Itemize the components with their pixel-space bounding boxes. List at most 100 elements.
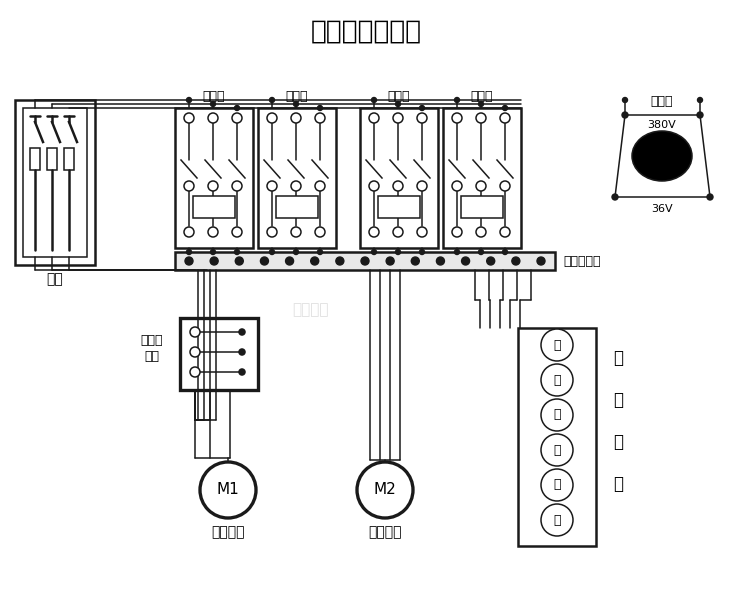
Circle shape bbox=[187, 250, 192, 255]
Text: 380V: 380V bbox=[648, 120, 676, 130]
Circle shape bbox=[541, 329, 573, 361]
Circle shape bbox=[417, 227, 427, 237]
Circle shape bbox=[208, 227, 218, 237]
Text: 下: 下 bbox=[553, 444, 561, 457]
Circle shape bbox=[395, 102, 400, 106]
Circle shape bbox=[184, 227, 194, 237]
Circle shape bbox=[436, 257, 444, 265]
Text: 接线端子排: 接线端子排 bbox=[563, 255, 600, 267]
Circle shape bbox=[417, 181, 427, 191]
Bar bbox=[461, 196, 503, 218]
Text: 接触器: 接触器 bbox=[285, 89, 308, 102]
Bar bbox=[518, 328, 596, 546]
Circle shape bbox=[487, 257, 495, 265]
Circle shape bbox=[386, 257, 394, 265]
Circle shape bbox=[541, 364, 573, 396]
Circle shape bbox=[502, 105, 507, 111]
Text: 手: 手 bbox=[613, 433, 623, 451]
Circle shape bbox=[476, 181, 486, 191]
Text: 左: 左 bbox=[553, 479, 561, 491]
Text: 36V: 36V bbox=[651, 204, 673, 214]
Bar bbox=[64, 148, 74, 170]
Circle shape bbox=[411, 257, 419, 265]
Circle shape bbox=[395, 250, 400, 255]
Text: 接触器: 接触器 bbox=[203, 89, 225, 102]
Text: 操: 操 bbox=[613, 349, 623, 367]
Circle shape bbox=[357, 462, 413, 518]
Text: 行走电机: 行走电机 bbox=[368, 525, 402, 539]
Circle shape bbox=[417, 113, 427, 123]
Circle shape bbox=[267, 181, 277, 191]
Text: 上: 上 bbox=[553, 408, 561, 422]
Circle shape bbox=[267, 113, 277, 123]
Circle shape bbox=[294, 102, 299, 106]
Bar bbox=[193, 196, 235, 218]
Bar bbox=[175, 252, 555, 270]
Text: 接触器: 接触器 bbox=[388, 89, 410, 102]
Text: 绿: 绿 bbox=[553, 338, 561, 351]
Circle shape bbox=[512, 257, 520, 265]
Ellipse shape bbox=[632, 131, 692, 181]
Circle shape bbox=[479, 250, 484, 255]
Text: 右: 右 bbox=[553, 513, 561, 526]
Circle shape bbox=[267, 227, 277, 237]
Circle shape bbox=[232, 181, 242, 191]
Text: M2: M2 bbox=[373, 482, 396, 498]
Text: 北京凌鹰: 北京凌鹰 bbox=[292, 302, 328, 318]
Text: 位器: 位器 bbox=[144, 349, 160, 362]
Circle shape bbox=[239, 329, 245, 335]
Circle shape bbox=[361, 257, 369, 265]
Circle shape bbox=[452, 227, 462, 237]
Circle shape bbox=[315, 227, 325, 237]
Bar bbox=[360, 108, 438, 248]
Circle shape bbox=[462, 257, 469, 265]
Circle shape bbox=[234, 105, 239, 111]
Circle shape bbox=[190, 327, 200, 337]
Circle shape bbox=[455, 97, 460, 102]
Circle shape bbox=[452, 113, 462, 123]
Bar bbox=[15, 100, 95, 265]
Circle shape bbox=[537, 257, 545, 265]
Circle shape bbox=[476, 227, 486, 237]
Circle shape bbox=[500, 181, 510, 191]
Bar bbox=[30, 148, 40, 170]
Circle shape bbox=[500, 113, 510, 123]
Bar bbox=[443, 108, 521, 248]
Circle shape bbox=[612, 194, 618, 200]
Bar bbox=[180, 318, 258, 390]
Circle shape bbox=[234, 250, 239, 255]
Circle shape bbox=[187, 97, 192, 102]
Circle shape bbox=[211, 102, 215, 106]
Text: 变压器: 变压器 bbox=[651, 94, 673, 108]
Text: 闸刀: 闸刀 bbox=[47, 272, 64, 286]
Circle shape bbox=[291, 113, 301, 123]
Bar bbox=[276, 196, 318, 218]
Circle shape bbox=[541, 469, 573, 501]
Circle shape bbox=[455, 250, 460, 255]
Circle shape bbox=[269, 250, 274, 255]
Circle shape bbox=[393, 113, 403, 123]
Text: 作: 作 bbox=[613, 391, 623, 409]
Circle shape bbox=[476, 113, 486, 123]
Circle shape bbox=[336, 257, 344, 265]
Circle shape bbox=[235, 257, 243, 265]
Circle shape bbox=[291, 181, 301, 191]
Circle shape bbox=[419, 105, 425, 111]
Circle shape bbox=[184, 113, 194, 123]
Circle shape bbox=[190, 367, 200, 377]
Bar bbox=[47, 148, 57, 170]
Circle shape bbox=[211, 250, 215, 255]
Text: 断火限: 断火限 bbox=[141, 334, 163, 346]
Circle shape bbox=[479, 102, 484, 106]
Text: 接触器: 接触器 bbox=[471, 89, 493, 102]
Circle shape bbox=[502, 250, 507, 255]
Circle shape bbox=[294, 250, 299, 255]
Circle shape bbox=[372, 97, 376, 102]
Circle shape bbox=[697, 112, 703, 118]
Circle shape bbox=[315, 181, 325, 191]
Circle shape bbox=[239, 349, 245, 355]
Circle shape bbox=[208, 181, 218, 191]
Text: 电动葫芦接线图: 电动葫芦接线图 bbox=[310, 19, 422, 45]
Circle shape bbox=[369, 181, 379, 191]
Circle shape bbox=[318, 105, 323, 111]
